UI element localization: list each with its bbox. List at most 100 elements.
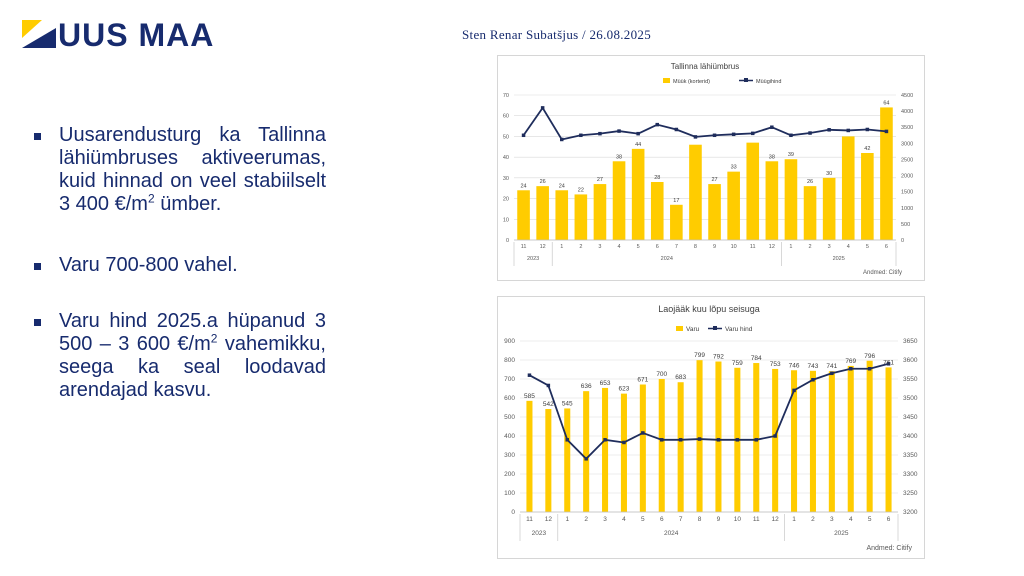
y-right-tick-label: 3500 (903, 395, 918, 402)
line-point (674, 127, 679, 132)
bar-data-label: 623 (619, 386, 630, 393)
bar-data-label: 671 (637, 377, 648, 384)
bullet-square-icon (34, 133, 41, 140)
bar-data-label: 22 (578, 187, 584, 193)
y-left-tick-label: 900 (504, 338, 515, 345)
y-left-tick-label: 60 (503, 114, 509, 120)
y-left-tick-label: 10 (503, 217, 509, 223)
x-tick-label: 5 (868, 516, 872, 523)
line-point (712, 133, 717, 138)
x-tick-label: 5 (641, 516, 645, 523)
bar-data-label: 792 (713, 354, 724, 361)
logo-mark-icon (22, 20, 56, 48)
bullet-square-icon (34, 319, 41, 326)
line-point (731, 132, 736, 137)
x-tick-label: 4 (849, 516, 853, 523)
chart-source: Andmed: Citify (866, 545, 912, 552)
x-year-label: 2023 (532, 530, 547, 537)
x-tick-label: 2 (579, 244, 582, 250)
bullet-text: Varu hind 2025.a hüpanud 3 500 – 3 600 €… (59, 310, 326, 401)
y-left-tick-label: 100 (504, 490, 515, 497)
bar (639, 384, 646, 512)
bar (583, 391, 590, 512)
x-tick-label: 1 (560, 244, 563, 250)
y-right-tick-label: 2000 (901, 174, 913, 180)
y-right-tick-label: 3300 (903, 471, 918, 478)
bar-data-label: 26 (807, 179, 813, 185)
bar (602, 387, 609, 512)
bar-data-label: 545 (562, 400, 573, 407)
line-point (697, 437, 702, 441)
x-tick-label: 7 (679, 516, 683, 523)
x-tick-label: 10 (734, 516, 742, 523)
bar (809, 370, 816, 512)
chart-svg: Laojääk kuu lõpu seisuga Varu Varu hind 0 10… (504, 304, 918, 552)
x-tick-label: 11 (521, 244, 527, 250)
y-left-tick-label: 800 (504, 357, 515, 364)
line-point (678, 438, 683, 442)
line-point (754, 438, 758, 442)
line-point (693, 135, 698, 139)
line-point (636, 131, 640, 136)
y-left-tick-label: 30 (503, 176, 509, 182)
bullet-square-icon (34, 263, 41, 270)
y-left-tick-label: 400 (504, 433, 515, 440)
bar (727, 171, 740, 240)
line-point (867, 366, 872, 371)
bar (880, 107, 893, 240)
line-point (641, 431, 645, 435)
bar (593, 184, 607, 240)
line-point (827, 128, 831, 132)
y-right-tick-label: 0 (901, 238, 904, 244)
bar-data-label: 653 (600, 380, 611, 387)
y-left-tick-label: 50 (503, 134, 509, 140)
bar (784, 159, 798, 240)
x-year-label: 2024 (661, 256, 673, 262)
x-tick-label: 5 (866, 244, 869, 250)
bar (791, 370, 798, 512)
x-year-label: 2024 (664, 530, 679, 537)
bullet-list: Uusarendusturg ka Tallinna lähiümbruses … (34, 124, 326, 402)
x-tick-label: 8 (698, 516, 702, 523)
x-tick-label: 5 (637, 244, 640, 250)
bar-data-label: 33 (731, 165, 737, 171)
line-point (660, 438, 664, 442)
bar (564, 408, 571, 512)
y-right-tick-label: 1500 (901, 190, 913, 196)
line-point (849, 366, 853, 371)
bullet-text: Varu 700-800 vahel. (59, 254, 238, 276)
legend-label-line: Varu hind (725, 326, 753, 333)
bar (822, 177, 836, 240)
line-point (808, 131, 812, 135)
bar-data-label: 753 (770, 361, 781, 368)
bar (631, 148, 645, 240)
y-left-tick-label: 500 (504, 414, 515, 421)
bar-data-label: 17 (673, 198, 679, 204)
x-tick-label: 3 (603, 516, 607, 523)
line-point (560, 137, 564, 142)
bar-data-label: 24 (559, 183, 565, 189)
bar-data-label: 743 (808, 363, 819, 370)
x-tick-label: 1 (565, 516, 569, 523)
logo-text: UUS MAA (58, 17, 215, 53)
bar-data-label: 27 (711, 177, 717, 183)
bar-data-label: 700 (656, 371, 667, 378)
line-point (751, 131, 755, 136)
bar-data-label: 24 (520, 183, 526, 189)
y-right-tick-label: 3250 (903, 490, 918, 497)
bar (841, 136, 855, 240)
bar (555, 190, 569, 240)
x-tick-label: 2 (809, 244, 812, 250)
bar-data-label: 38 (769, 154, 775, 160)
line-point (603, 438, 607, 442)
x-tick-label: 9 (713, 244, 716, 250)
line-point (846, 128, 850, 133)
chart-title: Laojääk kuu lõpu seisuga (658, 304, 760, 314)
x-tick-label: 7 (675, 244, 678, 250)
bullet-item: Varu 700-800 vahel. (34, 254, 326, 277)
x-tick-label: 1 (792, 516, 796, 523)
line-point (716, 438, 721, 442)
x-tick-label: 12 (540, 244, 546, 250)
bar (885, 367, 892, 512)
chart-tallinn-surroundings: Tallinna lähiümbrus Müük (korterid) Müügih… (497, 55, 925, 281)
